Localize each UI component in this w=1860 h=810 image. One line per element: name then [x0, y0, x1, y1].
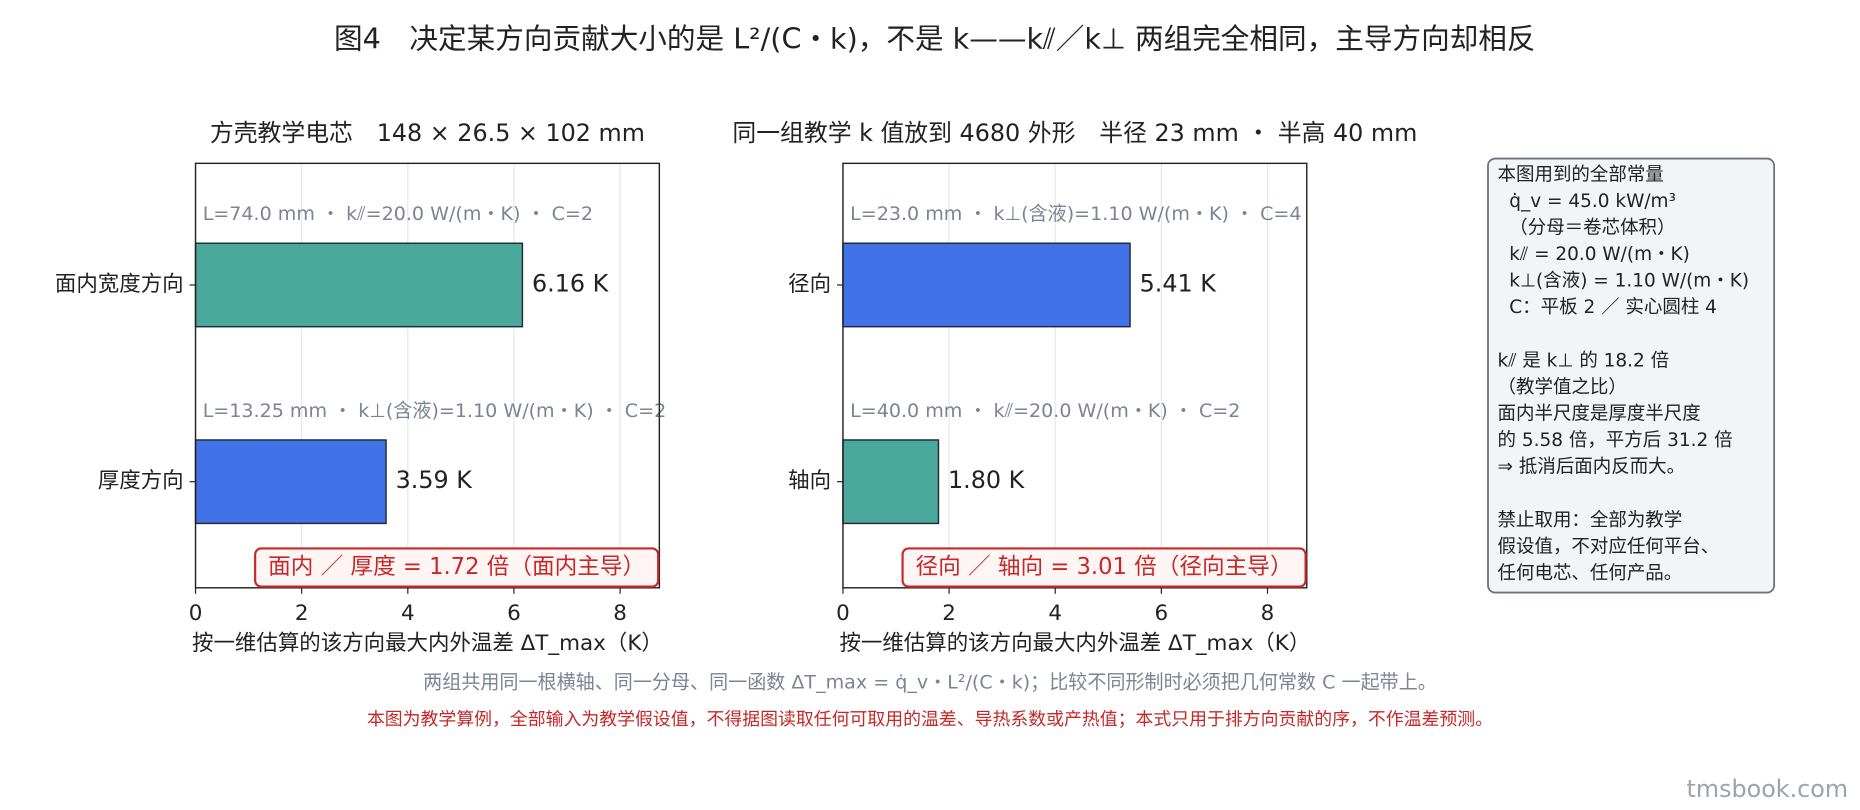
x-tick-label: 0: [836, 601, 850, 626]
category-label: 径向: [788, 272, 831, 297]
side-box-line: 任何电芯、任何产品。: [1498, 563, 1683, 584]
side-box-line: （教学值之比）: [1498, 377, 1627, 398]
axes-frame: [842, 162, 1308, 589]
x-tick-label: 8: [1261, 601, 1275, 626]
category-label: 厚度方向: [98, 469, 184, 494]
bar-annotation: L=23.0 mm ・ k⊥(含液)=1.10 W/(m・K) ・ C=4: [850, 203, 1301, 225]
bar: [194, 242, 524, 328]
side-box-line: 假设值，不对应任何平台、: [1498, 537, 1720, 558]
category-label: 轴向: [788, 469, 831, 494]
x-tick-label: 2: [295, 601, 309, 626]
side-box: [1487, 157, 1776, 594]
value-label: 5.41 K: [1140, 269, 1218, 297]
chart-title: 方壳教学电芯 148 × 26.5 × 102 mm: [210, 119, 645, 147]
x-tick-label: 6: [507, 601, 521, 626]
x-tick-label: 0: [189, 601, 203, 626]
side-box-line: q̇_v = 45.0 kW/m³: [1498, 191, 1676, 212]
axes-frame: [194, 162, 661, 589]
bar-annotation: L=40.0 mm ・ k⫽=20.0 W/(m・K) ・ C=2: [850, 400, 1240, 422]
figure-title: 图4 决定某方向贡献大小的是 L²/(C・k)，不是 k——k⫽／k⊥ 两组完全…: [334, 22, 1536, 56]
x-tick-label: 6: [1155, 601, 1169, 626]
side-box-line: 禁止取用：全部为教学: [1498, 510, 1683, 531]
x-tick-label: 8: [613, 601, 627, 626]
x-tick-label: 4: [401, 601, 415, 626]
warning: 本图为教学算例，全部输入为教学假设值，不得据图读取任何可取用的温差、导热系数或产…: [367, 709, 1493, 730]
side-box-line: k⫽ = 20.0 W/(m・K): [1498, 244, 1690, 265]
value-label: 6.16 K: [532, 269, 610, 297]
chart-title: 同一组教学 k 值放到 4680 外形 半径 23 mm ・ 半高 40 mm: [732, 119, 1417, 147]
x-axis-label: 按一维估算的该方向最大内外温差 ΔT_max（K）: [192, 631, 663, 656]
bar: [842, 439, 940, 525]
bar: [194, 439, 387, 525]
bar-annotation: L=13.25 mm ・ k⊥(含液)=1.10 W/(m・K) ・ C=2: [203, 400, 667, 422]
ratio-box: [254, 547, 660, 588]
side-box-line: k⫽ 是 k⊥ 的 18.2 倍: [1498, 350, 1670, 371]
ratio-box: [901, 547, 1307, 588]
side-box-line: （分母＝卷芯体积）: [1498, 217, 1676, 238]
x-tick-label: 4: [1048, 601, 1062, 626]
side-box-line: C：平板 2 ／ 实心圆柱 4: [1498, 297, 1717, 318]
category-label: 面内宽度方向: [55, 272, 184, 297]
side-box-line: 的 5.58 倍，平方后 31.2 倍: [1498, 430, 1733, 451]
side-box-line: ⇒ 抵消后面内反而大。: [1498, 457, 1686, 478]
value-label: 3.59 K: [396, 466, 474, 494]
ratio-note: 径向 ／ 轴向 = 3.01 倍（径向主导）: [916, 554, 1293, 580]
side-box-line: k⊥(含液) = 1.10 W/(m・K): [1498, 271, 1750, 292]
bar: [842, 242, 1131, 328]
x-axis-label: 按一维估算的该方向最大内外温差 ΔT_max（K）: [839, 631, 1310, 656]
value-label: 1.80 K: [948, 466, 1026, 494]
side-box-line: 本图用到的全部常量: [1498, 164, 1664, 185]
side-box-line: 面内半尺度是厚度半尺度: [1498, 404, 1701, 425]
bar-annotation: L=74.0 mm ・ k⫽=20.0 W/(m・K) ・ C=2: [203, 203, 593, 225]
watermark: tmsbook.com: [1687, 775, 1849, 803]
ratio-note: 面内 ／ 厚度 = 1.72 倍（面内主导）: [268, 554, 645, 580]
footnote: 两组共用同一根横轴、同一分母、同一函数 ΔT_max = q̇_v・L²/(C・…: [423, 672, 1437, 694]
x-tick-label: 2: [942, 601, 956, 626]
